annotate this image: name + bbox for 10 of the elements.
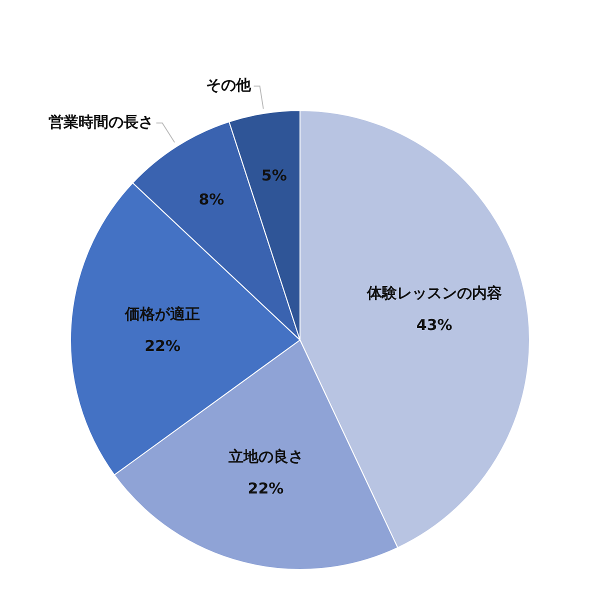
slice-label: 体験レッスンの内容 bbox=[366, 284, 502, 302]
data-label: 22% bbox=[144, 337, 181, 356]
data-label: 43% bbox=[416, 316, 452, 334]
data-label: 22% bbox=[248, 479, 284, 498]
slice-label: 価格が適正 bbox=[124, 305, 200, 324]
slice-label: その他 bbox=[206, 76, 252, 94]
data-label: 5% bbox=[261, 166, 287, 185]
slice-label: 営業時間の長さ bbox=[48, 112, 154, 131]
data-label: 8% bbox=[198, 190, 224, 208]
slice-label: 立地の良さ bbox=[227, 447, 304, 466]
